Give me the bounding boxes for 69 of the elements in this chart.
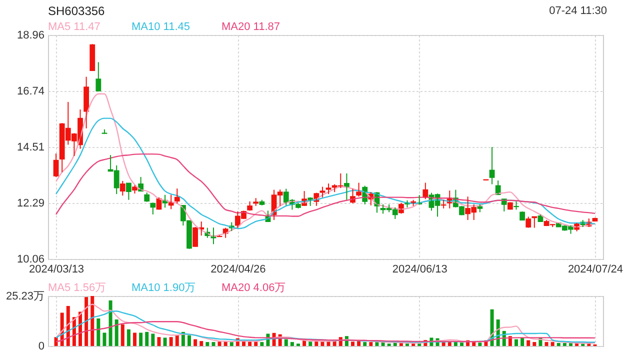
text: 07-24 11:30 (549, 5, 607, 17)
bar (556, 343, 560, 346)
bar (145, 332, 149, 346)
y-tick-label: 14.51 (16, 142, 44, 154)
line-series (55, 321, 596, 342)
text: MA10 11.45 (132, 21, 190, 33)
candlestick (102, 128, 108, 134)
bar (90, 296, 94, 346)
bar (550, 342, 554, 346)
y-tick-label: 18.96 (16, 30, 44, 42)
y-tick-label: 0 (38, 340, 44, 352)
text: MA20 11.87 (222, 21, 280, 33)
text: MA5 11.47 (48, 21, 100, 33)
bar (369, 342, 373, 346)
candlestick (253, 198, 259, 206)
x-tick-label: 2024/07/24 (568, 264, 624, 276)
bar (151, 334, 155, 346)
x-tick-label: 2024/03/13 (28, 264, 84, 276)
bar (363, 342, 367, 346)
x-tick-label: 2024/06/13 (392, 264, 448, 276)
y-tick-label: 25.23万 (6, 290, 44, 302)
bar (562, 343, 566, 346)
bar (218, 342, 222, 346)
y-tick-label: 12.29 (16, 197, 44, 210)
line-series (55, 93, 596, 237)
bar (114, 319, 118, 346)
bar (194, 339, 198, 346)
bar (230, 342, 234, 346)
bar (84, 297, 88, 346)
bar (120, 324, 124, 346)
bar (133, 332, 136, 346)
line-series (55, 304, 596, 344)
bar (544, 342, 548, 346)
bar (96, 318, 100, 346)
bar (212, 342, 216, 346)
bar (260, 342, 264, 346)
x-tick-label: 2024/04/26 (210, 264, 266, 276)
bar (175, 335, 179, 346)
bar (569, 343, 572, 346)
text: MA20 4.06万 (222, 282, 286, 294)
bar (139, 332, 143, 346)
bar (163, 338, 167, 346)
bar (290, 342, 294, 346)
bar (526, 340, 530, 346)
line-series (55, 118, 596, 230)
bar (375, 342, 379, 346)
bar (254, 342, 258, 346)
bar (126, 329, 130, 346)
candlestick (320, 186, 326, 198)
series-label: MA5 1.56万 (48, 282, 106, 294)
bar (157, 337, 161, 346)
bar (532, 342, 536, 346)
bar (514, 339, 518, 346)
bar (460, 342, 464, 346)
y-tick-label: 10.06 (16, 254, 44, 266)
bar (478, 342, 482, 346)
bar (351, 342, 354, 346)
bar (308, 342, 312, 346)
y-tick-label: 16.74 (16, 85, 44, 98)
bar (357, 341, 361, 346)
bar (108, 300, 112, 346)
bar (206, 342, 210, 346)
bar (188, 335, 191, 346)
bar (284, 339, 288, 346)
series-label: MA10 1.90万 (132, 282, 196, 294)
chart-title: SH603356 (48, 4, 106, 18)
bar (169, 337, 173, 346)
bar (200, 341, 204, 346)
bar (102, 332, 106, 346)
